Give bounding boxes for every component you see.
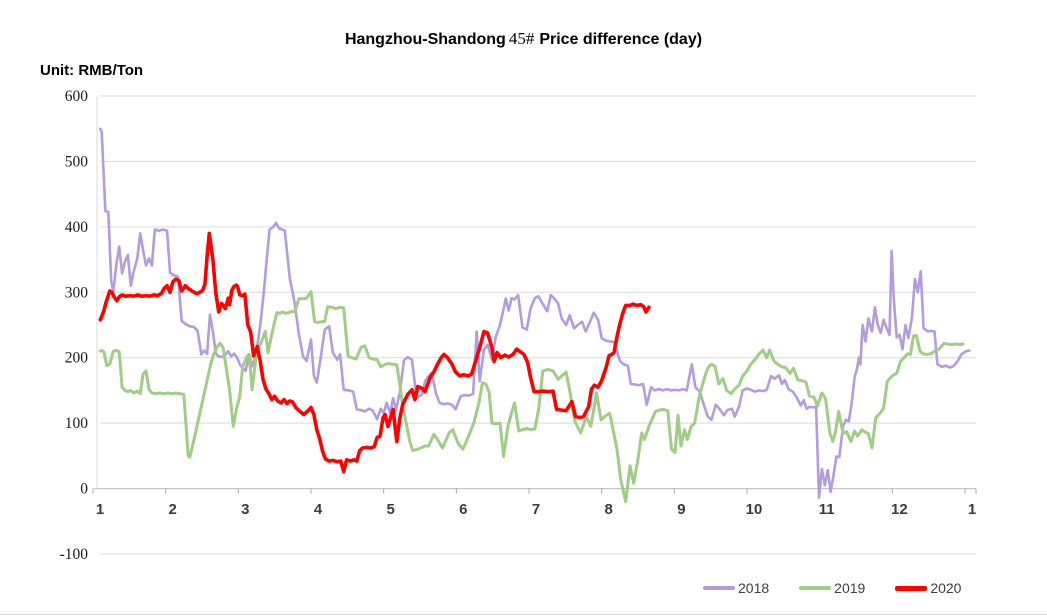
legend-swatch-2019: [799, 586, 832, 590]
x-axis-labels: 1 2 3 4 5 6 7 8 9 10 11 12 1: [96, 501, 976, 518]
chart-title-prefix: Hangzhou-Shandong: [344, 31, 506, 48]
unit-label: Unit: RMB/Ton: [40, 62, 144, 79]
chart-title: Hangzhou-Shandong 45# Price difference (da…: [0, 29, 1047, 49]
svg-text:4: 4: [314, 501, 323, 518]
gridlines: [100, 95, 976, 555]
legend-item-2019: 2019: [799, 580, 865, 596]
chart-title-grade: 45#: [508, 29, 535, 48]
svg-text:11: 11: [819, 501, 835, 518]
x-axis: [92, 488, 977, 494]
legend-item-2018: 2018: [703, 580, 769, 596]
svg-text:1: 1: [968, 501, 976, 518]
svg-text:0: 0: [80, 481, 88, 498]
series-line-2019: [98, 290, 965, 504]
series-line-2018: [99, 127, 971, 500]
svg-text:1: 1: [96, 501, 104, 518]
svg-text:-100: -100: [60, 546, 89, 563]
legend-item-2020: 2020: [895, 580, 961, 596]
legend-label-2019: 2019: [834, 580, 866, 596]
svg-text:7: 7: [532, 501, 540, 518]
svg-text:300: 300: [65, 284, 89, 301]
svg-text:100: 100: [65, 415, 89, 432]
svg-text:8: 8: [605, 501, 613, 518]
svg-text:9: 9: [677, 501, 685, 518]
legend-swatch-2020: [895, 585, 928, 591]
series-line-2020: [98, 231, 651, 474]
svg-text:200: 200: [65, 350, 89, 367]
svg-text:10: 10: [746, 501, 763, 518]
svg-text:5: 5: [387, 501, 395, 518]
page-bottom-divider: [0, 614, 1047, 615]
legend-label-2020: 2020: [930, 580, 962, 596]
chart-title-suffix: Price difference (day): [539, 31, 703, 48]
chart-legend: 2018 2019 2020: [703, 580, 961, 596]
svg-text:400: 400: [65, 219, 89, 236]
svg-text:2: 2: [168, 501, 176, 518]
y-axis-labels: 600 500 400 300 200 100 0 -100: [60, 88, 89, 563]
svg-text:3: 3: [241, 501, 249, 518]
legend-swatch-2018: [703, 586, 735, 590]
svg-text:600: 600: [65, 88, 89, 105]
svg-text:12: 12: [891, 501, 908, 518]
legend-label-2018: 2018: [738, 580, 770, 596]
svg-text:500: 500: [65, 153, 89, 170]
svg-text:6: 6: [459, 501, 467, 518]
